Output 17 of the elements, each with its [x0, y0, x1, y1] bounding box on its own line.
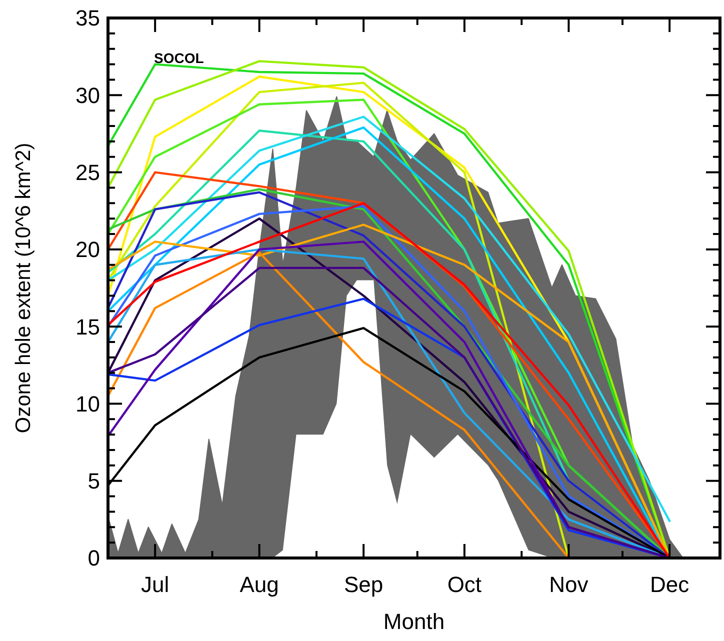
y-tick-label: 0 [88, 546, 100, 571]
y-tick-label: 5 [88, 468, 100, 494]
x-tick-label: Jul [141, 572, 170, 597]
x-tick-label: Sep [344, 572, 384, 597]
x-tick-label: Nov [549, 572, 588, 597]
y-tick-label: 20 [76, 237, 100, 262]
x-axis-title: Month [383, 609, 445, 634]
annotation: SOCOL [154, 50, 204, 66]
x-tick-label: Aug [240, 572, 279, 597]
y-tick-label: 35 [76, 6, 100, 31]
y-tick-label: 30 [76, 82, 100, 108]
y-axis-title: Ozone hole extent (10^6 km^2) [12, 142, 35, 434]
x-tick-label: Dec [650, 572, 690, 597]
x-tick-label: Oct [447, 572, 482, 597]
y-tick-label: 10 [76, 391, 100, 416]
y-tick-label: 15 [76, 314, 100, 340]
y-tick-label: 25 [76, 160, 100, 185]
